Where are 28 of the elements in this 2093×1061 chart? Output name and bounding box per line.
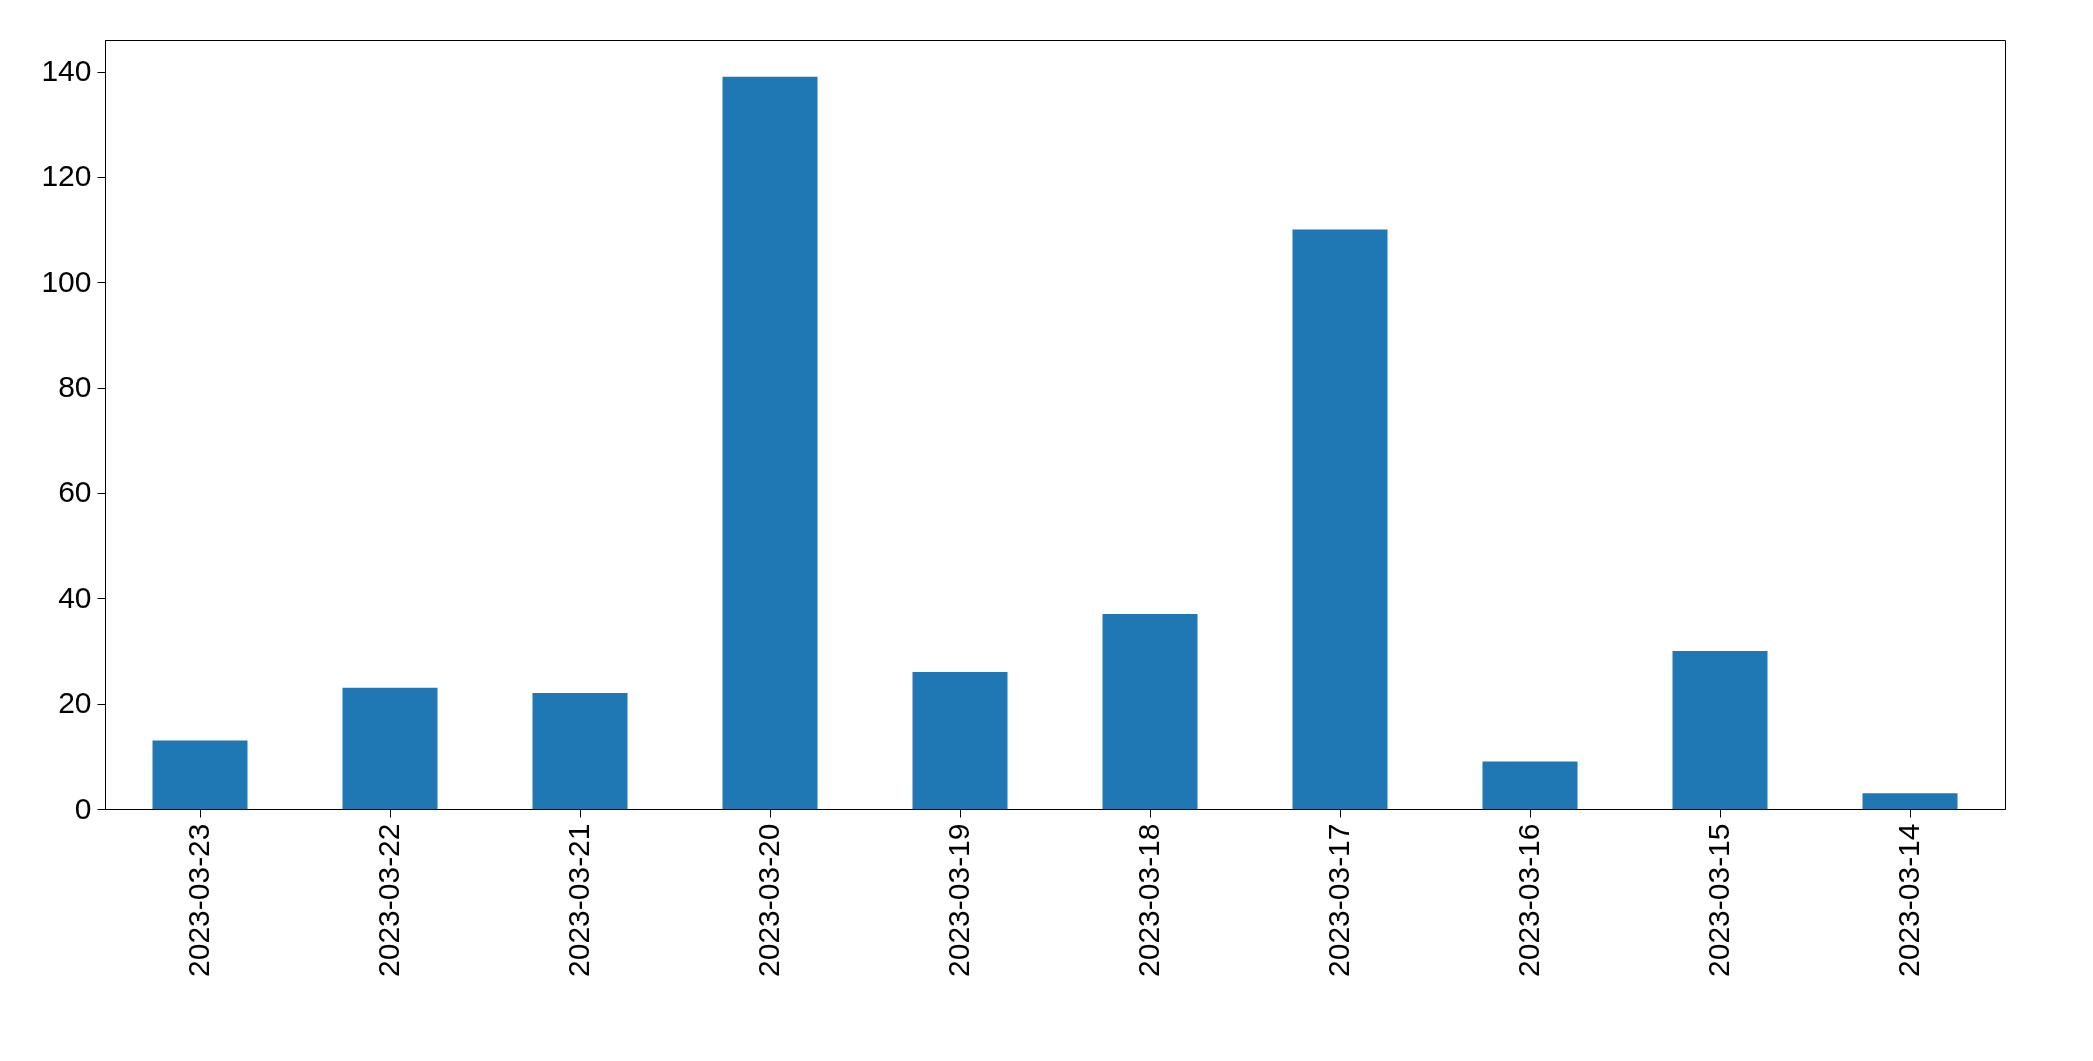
x-tick-label: 2023-03-18	[1132, 823, 1165, 977]
x-tick-label: 2023-03-23	[182, 823, 215, 977]
y-tick-label: 60	[58, 475, 92, 509]
y-tick-label: 80	[58, 370, 92, 404]
x-tick-label: 2023-03-21	[562, 823, 595, 977]
x-tick-label: 2023-03-17	[1322, 823, 1355, 977]
bar	[722, 76, 818, 809]
y-tick-label: 120	[41, 159, 92, 193]
x-tick-label: 2023-03-20	[752, 823, 785, 977]
bar	[1862, 793, 1958, 809]
y-tick-label: 100	[41, 264, 92, 298]
x-tick-label: 2023-03-22	[372, 823, 405, 977]
bar	[1482, 761, 1578, 809]
x-tick-label: 2023-03-19	[942, 823, 975, 977]
y-tick-label: 20	[58, 686, 92, 720]
y-tick-label: 0	[74, 791, 92, 825]
bar	[532, 693, 628, 809]
y-tick-label: 40	[58, 580, 92, 614]
x-tick-label: 2023-03-14	[1892, 823, 1925, 977]
y-tick-label: 140	[41, 54, 92, 88]
bar	[342, 687, 438, 809]
bar	[152, 740, 248, 809]
bar	[912, 672, 1008, 809]
x-tick-label: 2023-03-15	[1702, 823, 1735, 977]
x-tick-label: 2023-03-16	[1512, 823, 1545, 977]
bar	[1672, 650, 1768, 809]
bar	[1102, 614, 1198, 809]
bar	[1292, 229, 1388, 809]
